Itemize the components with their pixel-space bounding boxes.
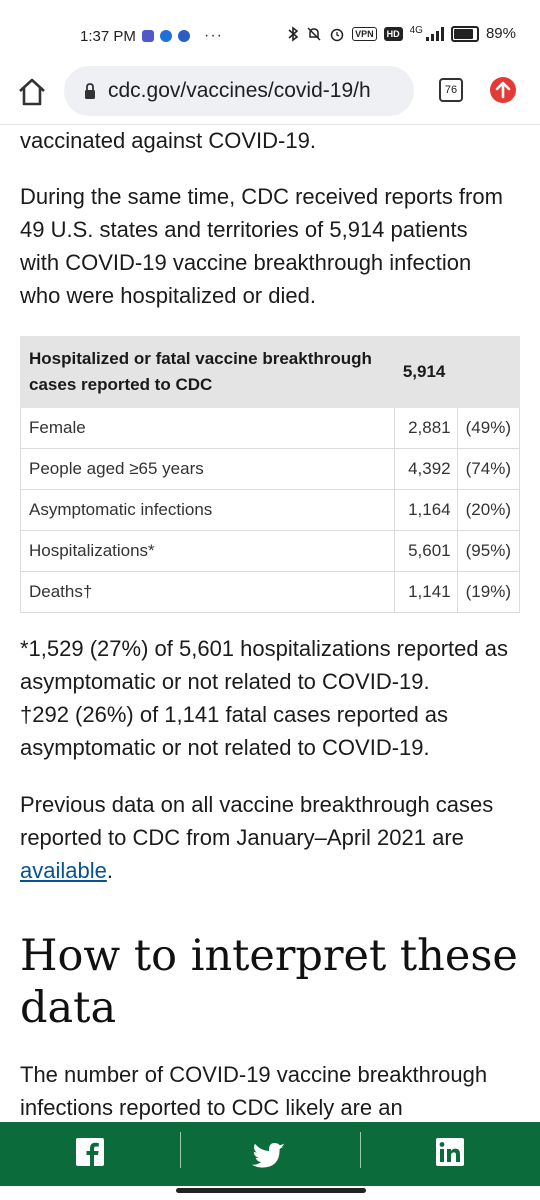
tab-switcher-button[interactable]: 76 <box>439 78 463 102</box>
table-row: People aged ≥65 years 4,392 (74%) <box>20 448 521 490</box>
vpn-badge: VPN <box>352 26 377 41</box>
available-link[interactable]: available <box>20 858 107 883</box>
table-row: Deaths† 1,141 (19%) <box>20 571 521 613</box>
row-label: Female <box>20 407 395 449</box>
facebook-icon[interactable] <box>60 1134 120 1174</box>
row-label: Deaths† <box>20 571 395 613</box>
twitter-icon[interactable] <box>240 1134 300 1174</box>
table-header-value: 5,914 <box>393 336 521 408</box>
table-row: Asymptomatic infections 1,164 (20%) <box>20 489 521 531</box>
system-icons: VPN HD 4G 89% <box>287 25 516 42</box>
table-row: Female 2,881 (49%) <box>20 407 521 449</box>
network-type: 4G <box>409 25 423 36</box>
lock-icon <box>85 83 95 99</box>
paragraph-interpret: The number of COVID-19 vaccine breakthro… <box>20 1062 488 1120</box>
row-percent: (49%) <box>456 407 521 449</box>
app-notification-icon <box>160 30 172 42</box>
paragraph-vaccinated: vaccinated against COVID-19. <box>20 128 316 153</box>
row-percent: (74%) <box>456 448 521 490</box>
signal-icon <box>425 26 444 41</box>
share-divider <box>180 1132 181 1168</box>
url-text[interactable]: cdc.gov/vaccines/covid-19/h <box>108 79 371 102</box>
hd-badge: HD <box>383 26 403 41</box>
linkedin-icon[interactable] <box>420 1134 480 1174</box>
arrow-up-icon <box>495 81 511 99</box>
update-button[interactable] <box>490 77 516 103</box>
bluetooth-icon <box>288 25 299 42</box>
footnotes: *1,529 (27%) of 5,601 hospitalizations r… <box>20 632 515 764</box>
row-count: 1,164 <box>393 489 458 531</box>
social-share-bar <box>0 1122 540 1186</box>
paragraph-previous-data: Previous data on all vaccine breakthroug… <box>20 788 515 887</box>
row-percent: (20%) <box>456 489 521 531</box>
status-time: 1:37 PM <box>80 28 136 45</box>
battery-icon <box>450 25 479 42</box>
app-notification-icon-2 <box>178 30 190 42</box>
battery-percent: 89% <box>485 25 516 42</box>
paragraph-reports: During the same time, CDC received repor… <box>20 184 503 308</box>
row-label: People aged ≥65 years <box>20 448 395 490</box>
footnote-deaths: †292 (26%) of 1,141 fatal cases reported… <box>20 702 449 760</box>
previous-data-text: Previous data on all vaccine breakthroug… <box>20 792 494 850</box>
row-count: 1,141 <box>393 571 458 613</box>
alarm-icon <box>330 28 344 41</box>
row-count: 2,881 <box>393 407 458 449</box>
teams-icon <box>142 30 154 42</box>
table-header-row: Hospitalized or fatal vaccine breakthrou… <box>20 336 521 408</box>
row-count: 5,601 <box>393 530 458 572</box>
share-divider <box>360 1132 361 1168</box>
row-count: 4,392 <box>393 448 458 490</box>
footnote-hospitalizations: *1,529 (27%) of 5,601 hospitalizations r… <box>20 636 508 694</box>
notification-icons: ··· <box>142 27 223 45</box>
home-icon[interactable] <box>14 74 50 110</box>
row-label: Asymptomatic infections <box>20 489 395 531</box>
table-row: Hospitalizations* 5,601 (95%) <box>20 530 521 572</box>
table-header-label: Hospitalized or fatal vaccine breakthrou… <box>20 336 395 408</box>
row-label: Hospitalizations* <box>20 530 395 572</box>
section-heading: How to interpret these data <box>20 931 518 1033</box>
row-percent: (19%) <box>456 571 521 613</box>
browser-toolbar: cdc.gov/vaccines/covid-19/h 76 <box>0 60 540 125</box>
mute-bell-icon <box>307 26 321 41</box>
more-notifications-icon: ··· <box>204 27 223 44</box>
address-bar[interactable]: cdc.gov/vaccines/covid-19/h <box>64 66 414 116</box>
previous-data-period: . <box>106 858 113 883</box>
row-percent: (95%) <box>456 530 521 572</box>
gesture-handle[interactable] <box>176 1188 366 1193</box>
navigation-bar <box>0 1186 540 1200</box>
breakthrough-cases-table: Hospitalized or fatal vaccine breakthrou… <box>20 336 521 613</box>
